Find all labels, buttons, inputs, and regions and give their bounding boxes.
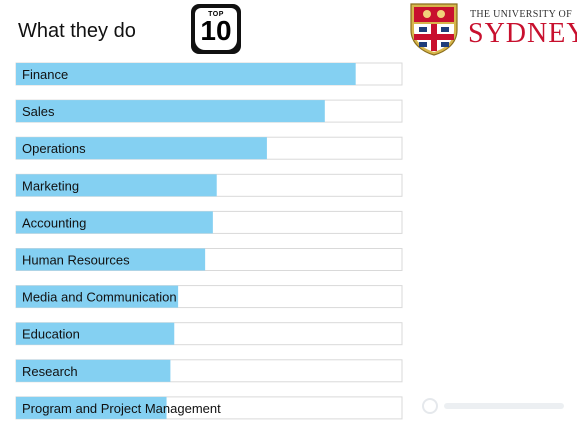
bar-label-research: Research bbox=[22, 364, 78, 379]
bar-finance bbox=[16, 63, 356, 85]
university-crest-logo bbox=[410, 3, 458, 56]
badge-number: 10 bbox=[200, 15, 232, 46]
bar-education bbox=[16, 322, 175, 345]
bar-human-resources bbox=[16, 248, 206, 271]
university-name-small: THE UNIVERSITY OF bbox=[470, 9, 572, 20]
bar-sales bbox=[16, 100, 325, 123]
badge-top-label: TOP bbox=[208, 11, 224, 18]
bar-operations bbox=[16, 137, 267, 160]
bar-label-accounting: Accounting bbox=[22, 215, 86, 230]
bar-media-and-communication bbox=[16, 285, 179, 308]
bar-label-education: Education bbox=[22, 327, 80, 342]
bar-research bbox=[16, 359, 171, 382]
bar-label-marketing: Marketing bbox=[22, 178, 79, 193]
bar-program-and-project-management bbox=[16, 396, 167, 419]
university-name-large: SYDNEY bbox=[468, 18, 577, 49]
bar-label-sales: Sales bbox=[22, 104, 55, 119]
bar-accounting bbox=[16, 211, 213, 234]
bar-label-human-resources: Human Resources bbox=[22, 253, 130, 268]
watermark-logo bbox=[422, 398, 564, 414]
bar-label-finance: Finance bbox=[22, 67, 68, 82]
bar-label-operations: Operations bbox=[22, 141, 86, 156]
bar-label-program-and-project-management: Program and Project Management bbox=[22, 401, 221, 416]
page-title: What they do bbox=[18, 20, 136, 42]
top-10-badge: TOP 10 bbox=[191, 4, 241, 54]
bar-label-media-and-communication: Media and Communication bbox=[22, 290, 177, 305]
bar-marketing bbox=[16, 174, 217, 197]
